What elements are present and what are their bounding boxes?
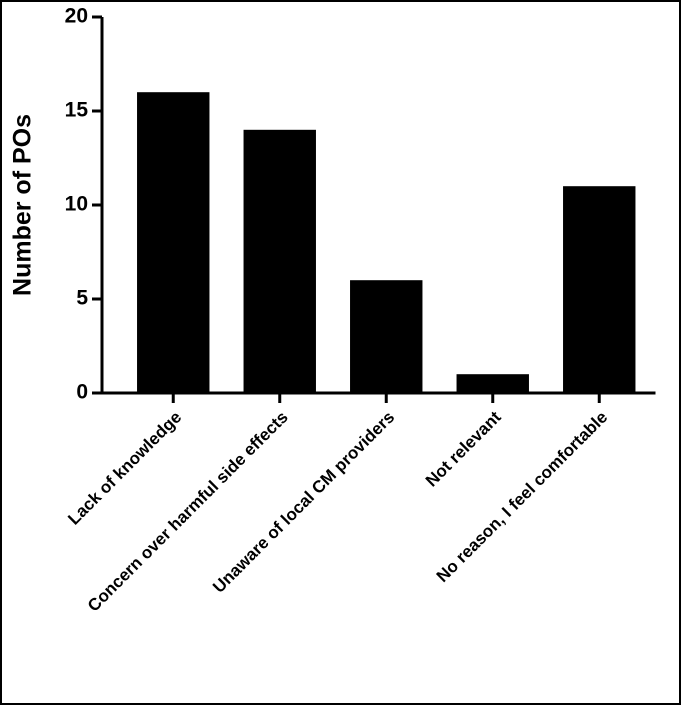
bar: [563, 186, 636, 393]
y-tick-label: 5: [76, 287, 88, 310]
y-tick-label: 20: [65, 5, 88, 28]
bar: [456, 374, 529, 393]
y-tick-label: 15: [65, 99, 89, 122]
y-tick-label: 10: [65, 193, 88, 216]
bar: [243, 129, 316, 394]
y-tick-label: 0: [76, 381, 88, 404]
bar: [137, 92, 210, 393]
y-axis-label: Number of POs: [9, 114, 37, 296]
bar: [350, 280, 423, 393]
